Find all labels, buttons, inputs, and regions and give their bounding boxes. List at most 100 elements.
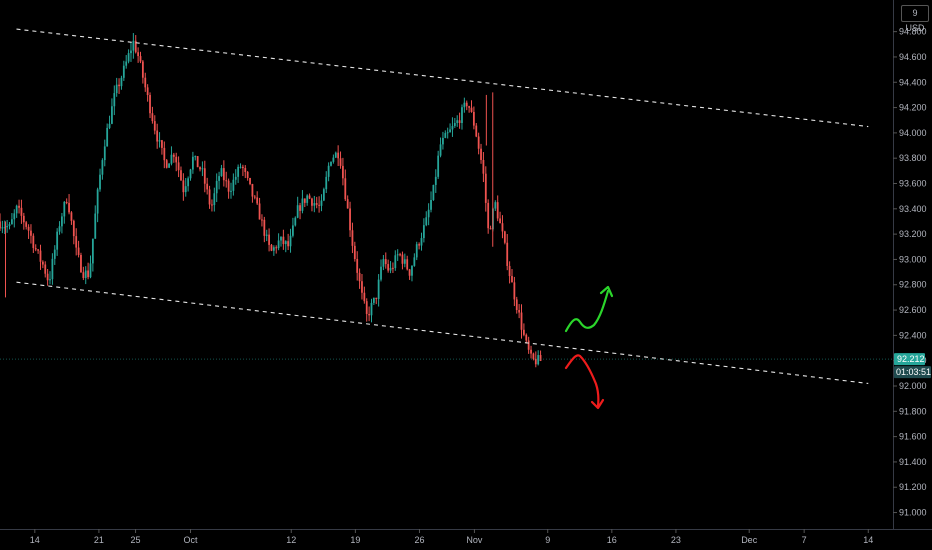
candle xyxy=(191,151,194,174)
candle xyxy=(170,146,173,166)
time-axis[interactable]: 14 21 25 Oct 12 19 26 Nov 9 16 23 Dec 7 14 xyxy=(30,529,873,545)
candle xyxy=(256,191,259,206)
candle xyxy=(444,130,447,139)
candle xyxy=(87,262,90,280)
candle xyxy=(468,105,471,113)
candle xyxy=(282,229,285,250)
price-tick-label: 91.400 xyxy=(899,457,927,467)
candle xyxy=(172,152,175,163)
candle xyxy=(0,213,1,231)
candle xyxy=(308,193,311,200)
price-tick-label: 91.200 xyxy=(899,482,927,492)
candle xyxy=(372,297,375,305)
candle xyxy=(284,240,287,253)
candle xyxy=(368,306,371,322)
candle xyxy=(439,137,442,158)
candle xyxy=(132,33,135,59)
bearish-scenario-arrow[interactable] xyxy=(564,354,605,410)
candle xyxy=(437,150,440,179)
candle xyxy=(327,162,330,182)
candle xyxy=(199,166,201,172)
candle xyxy=(472,106,475,130)
candle xyxy=(239,163,242,169)
candle xyxy=(111,98,113,125)
candle xyxy=(365,298,368,322)
candle xyxy=(213,187,216,212)
candle xyxy=(375,297,378,305)
candle xyxy=(299,202,301,220)
price-tick-label: 93.400 xyxy=(899,204,927,214)
price-tick-label: 92.000 xyxy=(899,381,927,391)
candle xyxy=(289,228,292,253)
candle xyxy=(280,236,282,247)
candle xyxy=(246,170,249,181)
candle xyxy=(380,259,382,282)
candle xyxy=(480,143,482,164)
candle xyxy=(227,178,230,199)
price-tick-label: 91.600 xyxy=(899,432,927,442)
candle xyxy=(408,268,411,280)
candle xyxy=(506,234,509,271)
candle xyxy=(3,220,6,234)
currency-scale-toggle[interactable]: 9 USD xyxy=(901,5,929,33)
candle xyxy=(1,220,4,234)
candle xyxy=(137,47,140,63)
candle xyxy=(389,261,392,274)
candle xyxy=(103,139,106,167)
time-tick-label: Oct xyxy=(183,535,198,545)
candle xyxy=(134,35,137,54)
bullish-scenario-arrow[interactable] xyxy=(564,285,614,333)
candle xyxy=(44,261,47,278)
candle xyxy=(106,123,109,147)
candle xyxy=(34,244,37,252)
candle xyxy=(392,262,394,273)
candle xyxy=(156,123,159,149)
price-tick-label: 93.200 xyxy=(899,229,927,239)
time-tick-label: 7 xyxy=(802,535,807,545)
candle xyxy=(151,106,154,124)
candle xyxy=(8,222,11,230)
candle xyxy=(303,198,306,208)
candle xyxy=(96,187,99,223)
candle xyxy=(237,164,240,183)
candle xyxy=(101,158,104,180)
candle xyxy=(342,157,344,186)
trendline-layer[interactable] xyxy=(16,28,869,385)
candle xyxy=(153,115,156,135)
candle xyxy=(11,213,13,225)
candle xyxy=(351,222,354,254)
candle xyxy=(287,233,290,251)
candle xyxy=(27,224,30,239)
candle xyxy=(434,169,437,193)
candle xyxy=(396,249,399,261)
candle xyxy=(527,336,530,354)
currency-label: USD xyxy=(905,23,925,33)
candle xyxy=(201,161,204,177)
candle xyxy=(70,211,73,225)
candle xyxy=(58,221,61,235)
candle xyxy=(532,352,535,361)
candle xyxy=(358,268,361,289)
trendline-channel-upper[interactable] xyxy=(16,28,869,128)
candle xyxy=(165,159,168,169)
candle xyxy=(422,218,425,243)
candle xyxy=(361,273,363,300)
candle xyxy=(244,165,247,179)
candle xyxy=(503,230,506,245)
candle xyxy=(180,166,182,181)
candle xyxy=(446,127,449,139)
candle xyxy=(470,100,473,113)
candle xyxy=(306,194,309,206)
candle xyxy=(51,253,54,285)
trendline-channel-lower[interactable] xyxy=(16,281,869,385)
price-axis[interactable]: 94.800 94.600 94.400 94.200 94.000 93.800 93.6… xyxy=(893,27,927,518)
price-tick-label: 94.000 xyxy=(899,128,927,138)
candle xyxy=(270,243,273,252)
candle xyxy=(20,199,23,224)
candle xyxy=(99,168,101,192)
price-tick-label: 94.200 xyxy=(899,103,927,113)
candle xyxy=(113,85,116,116)
candle xyxy=(451,117,454,137)
candle xyxy=(249,177,251,186)
